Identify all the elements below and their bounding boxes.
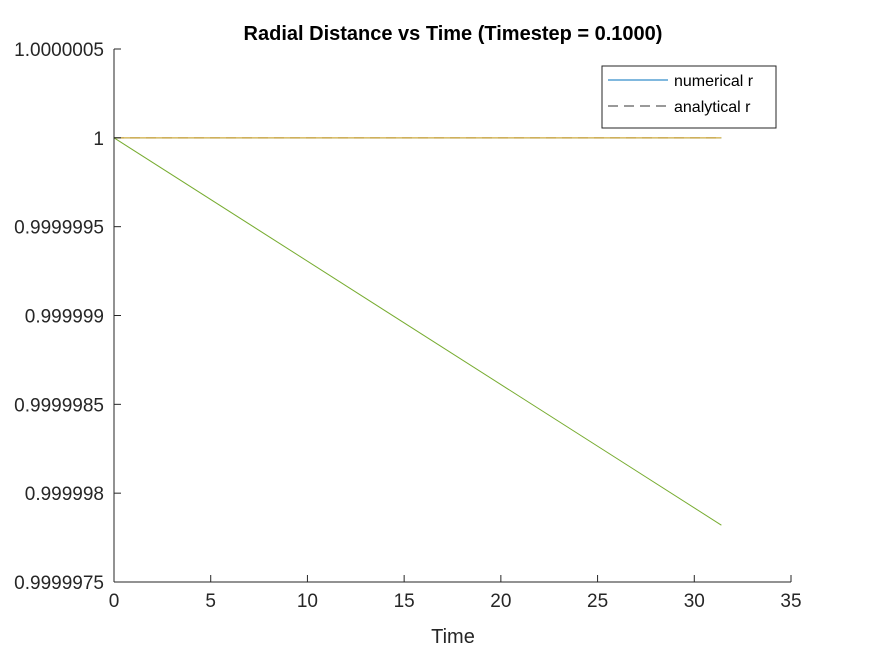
x-tick-label: 25 (587, 591, 608, 612)
x-tick-label: 15 (394, 591, 415, 612)
y-tick-label: 0.999998 (25, 484, 104, 505)
plot-area (113, 137, 722, 526)
axes: 0 5 10 15 20 25 30 35 0.9999975 0.999998 0.9999985… (14, 40, 801, 612)
legend-label: numerical r (674, 73, 754, 90)
x-tick-label: 10 (297, 591, 318, 612)
y-tick-label: 0.9999995 (14, 218, 104, 239)
legend-box (601, 65, 777, 129)
y-tick-label: 1 (93, 129, 104, 150)
x-tick-label: 30 (684, 591, 705, 612)
legend: numerical r analytical r (601, 65, 777, 129)
y-tick-label: 0.9999985 (14, 395, 104, 416)
y-tick-label: 0.9999975 (14, 573, 104, 594)
x-tick-label: 20 (490, 591, 511, 612)
x-tick-label: 0 (109, 591, 120, 612)
series-line-unnamed-3 (113, 137, 722, 526)
y-tick-label: 0.999999 (25, 307, 104, 328)
y-tick-label: 1.0000005 (14, 40, 104, 61)
legend-label: analytical r (674, 99, 751, 116)
x-tick-label: 5 (205, 591, 216, 612)
chart-title: Radial Distance vs Time (Timestep = 0.10… (244, 23, 663, 45)
x-axis-title: Time (431, 626, 475, 648)
x-tick-label: 35 (780, 591, 801, 612)
